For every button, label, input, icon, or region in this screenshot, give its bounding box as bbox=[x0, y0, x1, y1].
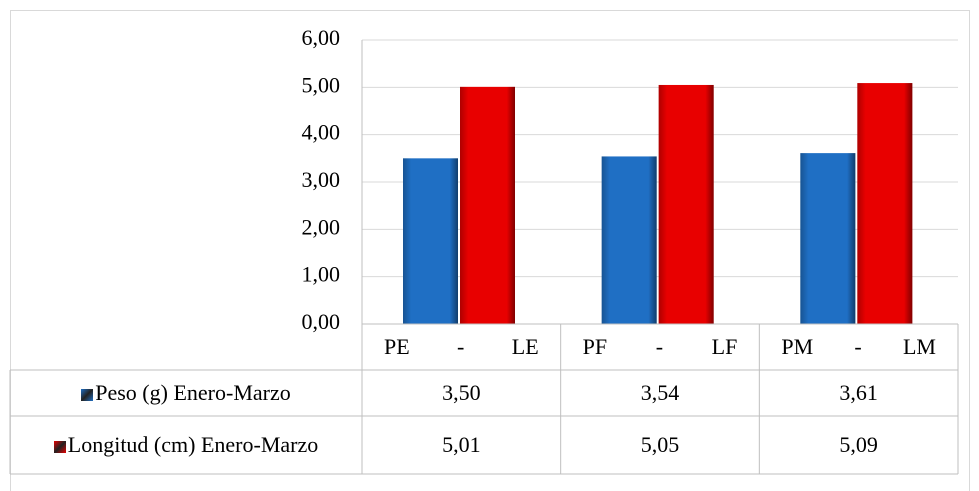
legend-text: Longitud (cm) Enero-Marzo bbox=[67, 432, 319, 457]
y-tick-label: 4,00 bbox=[302, 120, 341, 145]
chart-border bbox=[10, 10, 970, 491]
legend-entry: Peso (g) Enero-Marzo bbox=[12, 370, 360, 416]
table-value: 3,50 bbox=[362, 370, 561, 416]
table-value-text: 3,50 bbox=[442, 380, 481, 405]
x-tick-label-text: PE - LE bbox=[384, 334, 539, 359]
bar bbox=[857, 83, 913, 324]
table-value-text: 3,54 bbox=[640, 380, 680, 405]
legend-swatch bbox=[53, 440, 66, 453]
bar bbox=[601, 156, 657, 324]
table-value: 3,61 bbox=[759, 370, 958, 416]
legend-label: Peso (g) Enero-Marzo bbox=[81, 380, 291, 406]
table-value: 3,54 bbox=[561, 370, 760, 416]
table-value-text: 5,09 bbox=[839, 432, 878, 457]
x-tick-label-text: PF - LF bbox=[582, 334, 738, 359]
bar bbox=[800, 153, 856, 324]
y-tick-label: 2,00 bbox=[302, 214, 341, 239]
y-tick-label: 5,00 bbox=[302, 72, 341, 97]
y-tick-label: 0,00 bbox=[302, 309, 341, 334]
x-tick-label: PE - LE bbox=[362, 324, 561, 370]
y-tick-label: 3,00 bbox=[302, 167, 341, 192]
y-tick-label: 6,00 bbox=[302, 25, 341, 50]
legend-text: Peso (g) Enero-Marzo bbox=[95, 380, 291, 405]
table-value-text: 3,61 bbox=[839, 380, 878, 405]
x-tick-label: PF - LF bbox=[561, 324, 760, 370]
table-value: 5,09 bbox=[759, 416, 958, 474]
legend-swatch bbox=[81, 388, 94, 401]
table-value: 5,01 bbox=[362, 416, 561, 474]
legend-label: Longitud (cm) Enero-Marzo bbox=[53, 432, 319, 458]
bar bbox=[460, 86, 515, 324]
y-tick-label: 1,00 bbox=[302, 262, 341, 287]
bar bbox=[658, 84, 714, 324]
table-value: 5,05 bbox=[561, 416, 760, 474]
x-tick-label: PM - LM bbox=[759, 324, 958, 370]
bar bbox=[403, 158, 458, 324]
x-tick-label-text: PM - LM bbox=[781, 334, 936, 359]
table-value-text: 5,05 bbox=[640, 432, 680, 457]
legend-entry: Longitud (cm) Enero-Marzo bbox=[12, 416, 360, 474]
table-value-text: 5,01 bbox=[442, 432, 481, 457]
